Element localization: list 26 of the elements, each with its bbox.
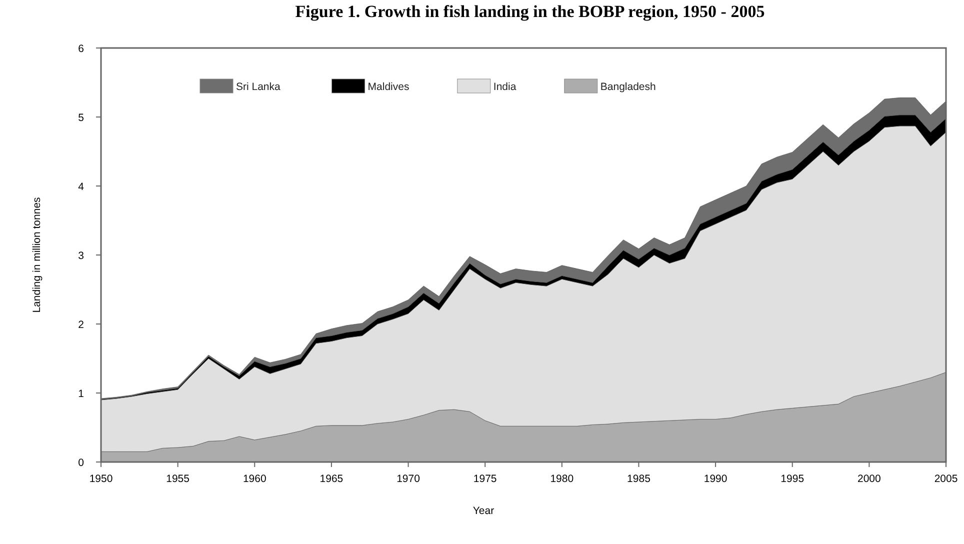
y-tick-label: 4	[78, 181, 84, 193]
x-tick-label: 1995	[780, 473, 804, 485]
x-tick-label: 2005	[934, 473, 958, 485]
y-tick-label: 1	[78, 388, 84, 400]
x-tick-label: 1960	[242, 473, 266, 485]
y-tick-label: 5	[78, 112, 84, 124]
x-tick-label: 1980	[550, 473, 574, 485]
x-axis-title: Year	[472, 505, 495, 517]
chart-title: Figure 1. Growth in fish landing in the BOBP region, 1950 - 2005	[295, 2, 765, 21]
x-tick-label: 1965	[320, 473, 344, 485]
legend-label: Maldives	[368, 81, 410, 93]
y-tick-label: 3	[78, 250, 84, 262]
x-tick-label: 1955	[166, 473, 190, 485]
x-tick-label: 1990	[704, 473, 728, 485]
x-tick-label: 1975	[473, 473, 497, 485]
y-tick-label: 0	[78, 457, 84, 469]
x-tick-label: 1950	[89, 473, 113, 485]
y-tick-label: 6	[78, 43, 84, 55]
legend-label: Bangladesh	[600, 81, 656, 93]
legend-label: India	[493, 81, 516, 93]
x-tick-label: 1970	[396, 473, 420, 485]
x-tick-label: 1985	[627, 473, 651, 485]
y-axis-title: Landing in million tonnes	[31, 197, 43, 313]
y-tick-label: 2	[78, 319, 84, 331]
legend-label: Sri Lanka	[236, 81, 281, 93]
x-tick-label: 2000	[858, 473, 882, 485]
